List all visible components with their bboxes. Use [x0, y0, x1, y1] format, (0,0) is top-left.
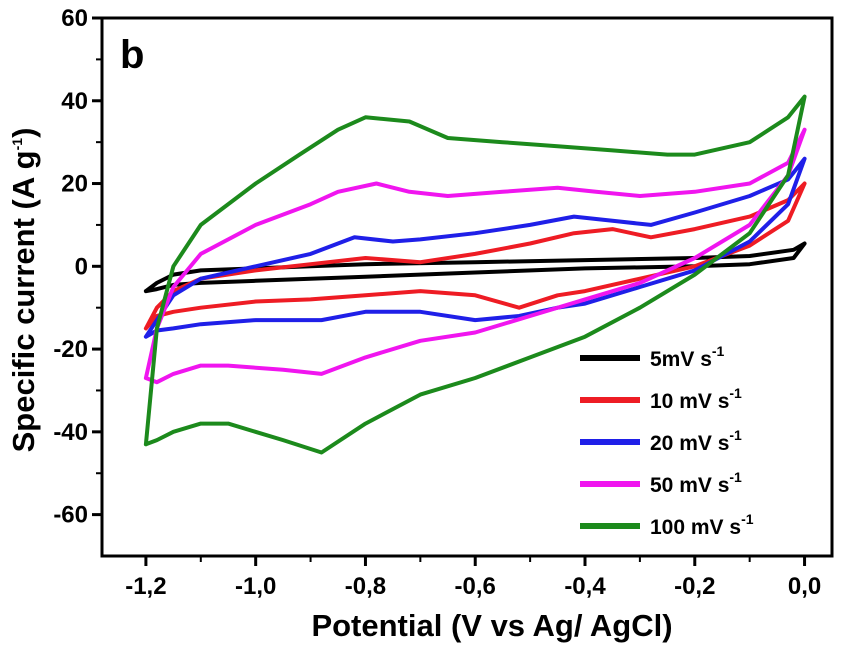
y-tick-label: 60 — [61, 5, 88, 32]
legend-label-main: 10 mV s — [650, 390, 729, 413]
legend-label: 50 mV s-1 — [650, 469, 742, 497]
legend-label: 5mV s-1 — [650, 343, 725, 371]
x-axis-title: Potential (V vs Ag/ AgCl) — [311, 608, 672, 643]
y-tick-label: 20 — [61, 171, 88, 198]
y-tick-label: -20 — [53, 336, 88, 363]
legend-label: 20 mV s-1 — [650, 427, 742, 455]
x-tick-label: -1,0 — [235, 573, 276, 600]
legend-label-sup: -1 — [712, 343, 725, 359]
y-axis-title-close: ) — [6, 128, 41, 138]
y-tick-label: -40 — [53, 419, 88, 446]
series-lines — [143, 94, 807, 455]
x-tick-label: 0,0 — [788, 573, 821, 600]
legend-label: 100 mV s-1 — [650, 511, 754, 539]
series-line — [143, 127, 807, 385]
x-axis-ticks: -1,2 -1,0 -0,8 -0,6 -0,4 -0,2 0,0 — [125, 556, 821, 600]
y-axis-ticks: -60 -40 -20 0 20 40 60 — [53, 5, 102, 529]
legend-label: 10 mV s-1 — [650, 385, 742, 413]
x-tick-label: -0,2 — [674, 573, 715, 600]
y-axis-title-sup: -1 — [9, 138, 25, 151]
legend-label-sup: -1 — [729, 427, 742, 443]
legend-label-main: 50 mV s — [650, 474, 729, 497]
x-tick-label: -0,8 — [345, 573, 386, 600]
x-tick-label: -0,6 — [455, 573, 496, 600]
legend-label-main: 20 mV s — [650, 432, 729, 455]
legend-label-main: 5mV s — [650, 348, 712, 371]
plot-frame — [100, 16, 834, 558]
x-tick-label: -1,2 — [125, 573, 166, 600]
y-tick-label: -60 — [53, 502, 88, 529]
legend-label-main: 100 mV s — [650, 516, 741, 539]
x-tick-label: -0,4 — [564, 573, 606, 600]
y-tick-label: 40 — [61, 88, 88, 115]
series-line — [143, 156, 807, 339]
series-line — [143, 94, 807, 455]
legend-label-sup: -1 — [741, 511, 754, 527]
legend-label-sup: -1 — [729, 385, 742, 401]
y-axis-title-main: Specific current (A g — [6, 150, 41, 452]
y-tick-label: 0 — [75, 253, 88, 280]
panel-label: b — [120, 33, 144, 77]
y-axis-title: Specific current (A g-1) — [6, 128, 41, 453]
series-line — [143, 181, 807, 331]
legend-label-sup: -1 — [729, 469, 742, 485]
